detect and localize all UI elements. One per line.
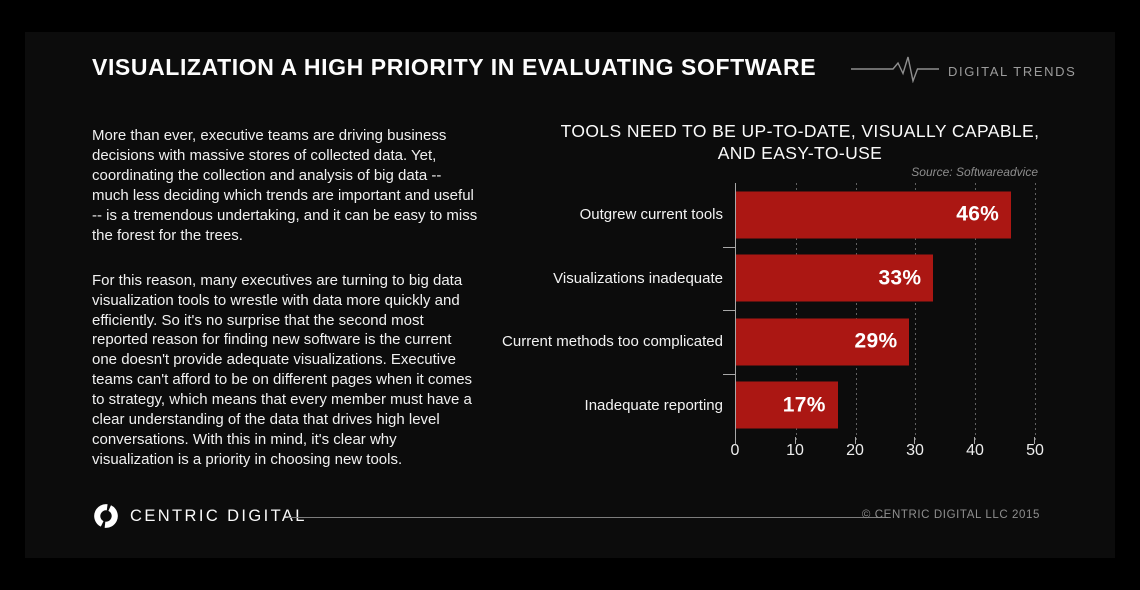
gridline-40	[975, 183, 977, 441]
category-label: Outgrew current tools	[579, 206, 723, 224]
x-axis-labels: 0 10 20 30 40 50	[731, 442, 1065, 464]
category-label: Inadequate reporting	[584, 396, 723, 414]
bar-value-label: 46%	[956, 202, 1000, 226]
intro-paragraph-1: More than ever, executive teams are driv…	[92, 127, 478, 244]
y-axis-tick-2	[723, 310, 736, 311]
copyright-text: © CENTRIC DIGITAL LLC 2015	[861, 509, 1040, 521]
bar: 29%	[736, 318, 910, 366]
x-axis-tick-50	[1034, 437, 1036, 444]
y-axis-tick-3	[723, 373, 736, 375]
x-axis-tick-30	[914, 437, 916, 444]
gridline-10	[795, 183, 797, 441]
digital-trends-brand: DIGITAL TRENDS	[851, 55, 1077, 88]
x-tick-label-10: 10	[786, 442, 804, 459]
brand-label: DIGITAL TRENDS	[948, 63, 1077, 79]
footer-brand: CENTRIC DIGITAL	[130, 507, 307, 525]
bar: 46%	[736, 191, 1012, 239]
bar-rows: 46% 33% 29% 17%	[736, 183, 1065, 437]
gridline-50	[1035, 183, 1037, 441]
chart-source: Source: Softwareadvice	[911, 165, 1038, 179]
x-tick-label-50: 50	[1026, 442, 1044, 459]
bar-row: 17%	[736, 374, 1065, 438]
bar: 17%	[736, 381, 838, 429]
x-axis-tick-40	[974, 437, 976, 444]
chart-title-line-1: TOOLS NEED TO BE UP-TO-DATE, VISUALLY CA…	[560, 121, 1040, 141]
intro-paragraph-2: For this reason, many executives are tur…	[92, 271, 473, 469]
bar-value-label: 17%	[782, 393, 826, 417]
bar: 33%	[736, 254, 934, 302]
x-axis-tick-0	[735, 437, 736, 444]
bar-row: 46%	[736, 183, 1065, 247]
chart-category-labels: Outgrew current tools Visualizations inad…	[480, 183, 723, 437]
footer-divider	[288, 517, 888, 518]
chart-title: TOOLS NEED TO BE UP-TO-DATE, VISUALLY CA…	[540, 121, 1060, 165]
gridline-30	[915, 183, 917, 441]
pulse-icon	[851, 55, 939, 88]
plot-area: 46% 33% 29% 17%	[723, 183, 1065, 444]
intro-text: More than ever, executive teams are driv…	[92, 126, 478, 495]
x-axis-tick-20	[854, 437, 856, 444]
x-tick-label-0: 0	[730, 442, 740, 459]
chart-title-line-2: AND EASY-TO-USE	[717, 142, 883, 163]
x-axis-tick-10	[794, 437, 796, 444]
centric-digital-logo-icon	[92, 502, 120, 530]
x-tick-label-30: 30	[906, 442, 924, 459]
category-label: Visualizations inadequate	[553, 269, 723, 287]
gridline-20	[855, 183, 857, 441]
y-axis-tick-1	[723, 246, 736, 248]
bar-value-label: 33%	[878, 266, 922, 290]
category-label: Current methods too complicated	[502, 333, 723, 351]
bar-value-label: 29%	[854, 329, 898, 353]
x-tick-label-40: 40	[966, 442, 984, 459]
bar-row: 29%	[736, 310, 1065, 374]
bar-row: 33%	[736, 247, 1065, 311]
page-title: VISUALIZATION A HIGH PRIORITY IN EVALUAT…	[92, 54, 817, 80]
x-tick-label-20: 20	[846, 442, 864, 459]
